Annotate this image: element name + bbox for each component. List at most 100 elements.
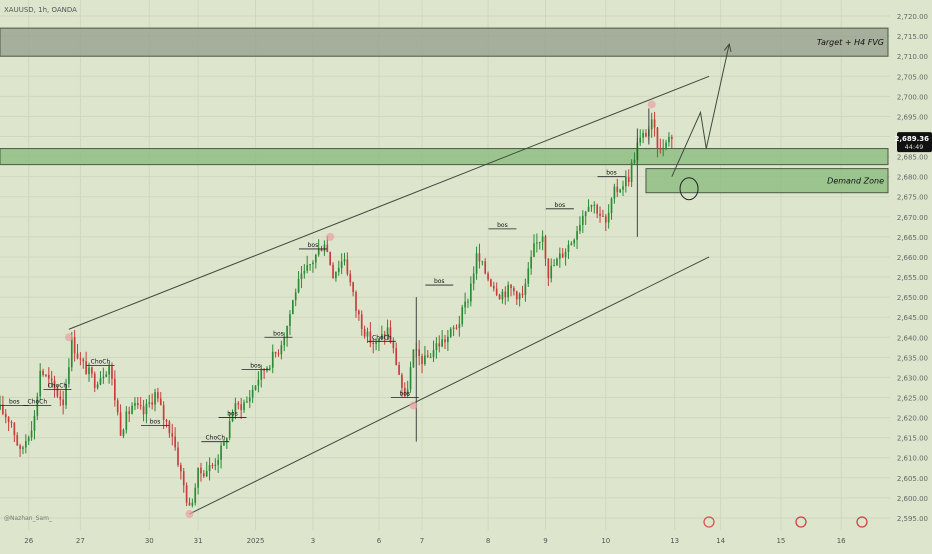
candle[interactable]	[326, 244, 329, 252]
candle[interactable]	[599, 213, 601, 216]
candle[interactable]	[0, 404, 1, 410]
candle[interactable]	[39, 370, 42, 397]
candle[interactable]	[553, 265, 555, 267]
candle[interactable]	[50, 378, 53, 381]
candle[interactable]	[625, 177, 627, 187]
candle[interactable]	[616, 186, 619, 193]
candle[interactable]	[22, 447, 24, 449]
candle[interactable]	[168, 421, 171, 434]
candle[interactable]	[478, 253, 481, 262]
candle[interactable]	[507, 284, 509, 298]
candle[interactable]	[56, 388, 59, 397]
candle[interactable]	[366, 331, 369, 337]
candle[interactable]	[541, 236, 544, 242]
candle[interactable]	[579, 224, 581, 232]
candle[interactable]	[114, 378, 116, 401]
candle[interactable]	[165, 419, 168, 422]
candle[interactable]	[670, 136, 673, 140]
candle[interactable]	[593, 204, 596, 206]
candle[interactable]	[2, 404, 4, 414]
candle[interactable]	[487, 273, 489, 280]
candle[interactable]	[260, 368, 263, 380]
candle[interactable]	[136, 403, 139, 405]
candle[interactable]	[231, 412, 234, 422]
candle[interactable]	[154, 392, 156, 405]
candle[interactable]	[243, 402, 245, 411]
candle[interactable]	[234, 403, 237, 413]
candle[interactable]	[223, 442, 225, 446]
candle[interactable]	[604, 216, 607, 223]
candle[interactable]	[662, 147, 665, 150]
zone-box[interactable]	[645, 168, 889, 194]
candle[interactable]	[142, 406, 145, 415]
candle[interactable]	[151, 402, 153, 405]
candle[interactable]	[490, 279, 492, 286]
candle[interactable]	[461, 307, 464, 325]
candle[interactable]	[375, 342, 377, 344]
candle[interactable]	[211, 465, 214, 467]
candle[interactable]	[33, 415, 36, 431]
candle[interactable]	[650, 119, 653, 130]
candle[interactable]	[475, 253, 478, 274]
candle[interactable]	[386, 327, 389, 337]
candle[interactable]	[162, 405, 165, 420]
candle[interactable]	[300, 273, 303, 279]
candle[interactable]	[337, 268, 340, 272]
candle[interactable]	[237, 403, 240, 405]
candle[interactable]	[515, 291, 518, 300]
candle[interactable]	[47, 374, 50, 379]
candle[interactable]	[329, 251, 331, 265]
candle[interactable]	[30, 430, 33, 438]
candle[interactable]	[409, 367, 412, 390]
candle[interactable]	[378, 338, 380, 343]
candle[interactable]	[518, 293, 521, 300]
candle[interactable]	[567, 244, 570, 253]
candle[interactable]	[613, 186, 616, 199]
candle[interactable]	[289, 313, 291, 326]
candle[interactable]	[134, 403, 136, 406]
candle[interactable]	[403, 387, 406, 397]
candle[interactable]	[544, 236, 547, 259]
candle[interactable]	[633, 159, 636, 163]
candle[interactable]	[426, 355, 429, 358]
candle[interactable]	[53, 380, 56, 389]
candle[interactable]	[561, 253, 564, 258]
price-badge[interactable]	[897, 132, 932, 153]
candle[interactable]	[559, 253, 561, 259]
candle[interactable]	[340, 261, 343, 269]
candle[interactable]	[271, 351, 274, 368]
candle[interactable]	[171, 433, 174, 437]
candle[interactable]	[590, 205, 593, 207]
candle[interactable]	[292, 300, 294, 314]
candle[interactable]	[392, 342, 395, 349]
candle[interactable]	[283, 337, 286, 346]
candle[interactable]	[194, 487, 197, 503]
candle[interactable]	[619, 189, 621, 193]
candle[interactable]	[128, 411, 131, 414]
candle[interactable]	[200, 467, 202, 474]
candle[interactable]	[240, 404, 242, 411]
candle[interactable]	[246, 401, 248, 403]
candle[interactable]	[665, 142, 667, 148]
candle[interactable]	[424, 355, 426, 365]
candle[interactable]	[510, 284, 512, 289]
candle[interactable]	[401, 374, 403, 388]
candle[interactable]	[429, 357, 432, 359]
candle[interactable]	[159, 398, 162, 406]
candle[interactable]	[157, 392, 159, 399]
candle[interactable]	[656, 127, 659, 148]
candle[interactable]	[174, 436, 176, 448]
candle[interactable]	[70, 337, 73, 368]
candle[interactable]	[45, 374, 47, 376]
candle[interactable]	[257, 379, 260, 386]
candle[interactable]	[203, 473, 205, 477]
candle[interactable]	[653, 119, 656, 128]
candle[interactable]	[533, 243, 535, 257]
candle[interactable]	[320, 248, 323, 252]
candle[interactable]	[16, 435, 19, 446]
candle[interactable]	[602, 215, 604, 217]
candle[interactable]	[68, 367, 70, 384]
candle[interactable]	[472, 273, 475, 284]
candle[interactable]	[197, 467, 199, 488]
